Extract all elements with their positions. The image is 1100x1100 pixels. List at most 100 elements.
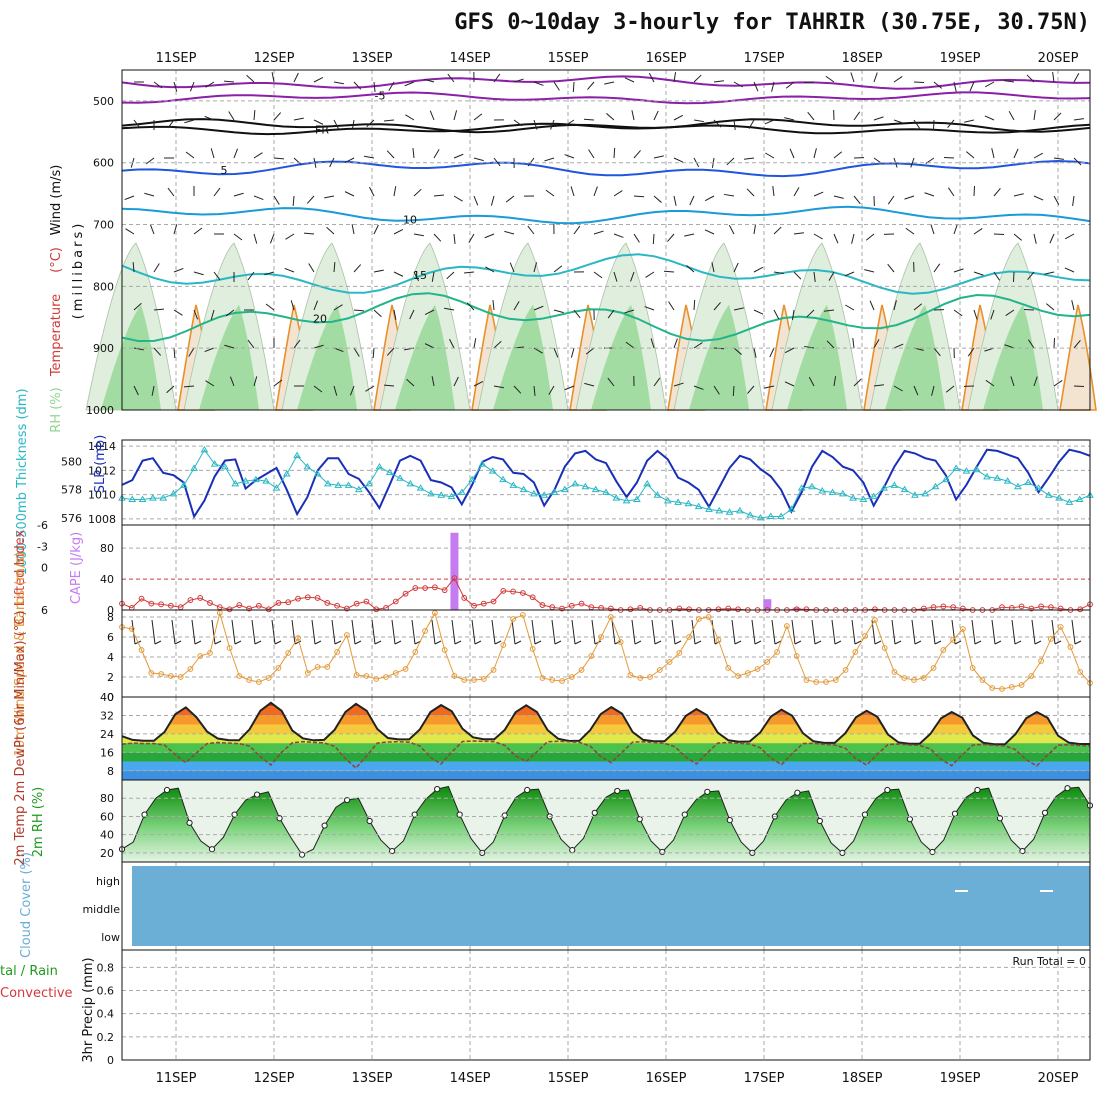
wind-barb [564,154,575,159]
wind-speed-point [774,649,781,655]
surface-wind-barb-flag [734,640,742,645]
lifted-index-point [392,598,399,605]
wind-barb [533,305,544,311]
thickness-point [251,475,260,483]
surface-wind-barb [831,619,836,645]
temp-band [122,724,1090,734]
wind-barb [189,81,195,92]
crosssection-ylabel-mb: (millibars) [71,221,86,320]
surface-wind-barb [511,619,516,645]
surface-wind-barb-flag [1054,640,1062,645]
wind-speed-point [930,665,937,671]
wind-barb [824,309,835,312]
rh-point [816,817,823,825]
cloud-level-middle: middle [82,903,120,916]
temperature-line [121,701,1090,746]
surface-wind-barb-flag [974,640,982,645]
lifted-index-point [539,602,546,608]
lifted-index-point [490,598,497,605]
isotherm [121,253,1091,295]
wind-barb [424,78,435,83]
wind-barb [905,227,915,235]
wind-barb [213,271,221,281]
wind-speed-point [979,677,986,683]
wind-barb [210,148,215,159]
wind-barb [447,73,455,83]
wind-barb [493,73,501,83]
rh-point [389,847,396,855]
thickness-point [447,492,456,500]
wind-barb [845,304,855,311]
rh-point [456,811,463,818]
thickness-point [705,505,713,512]
thickness-point [643,479,652,487]
isotherm-label--5: -5 [375,90,386,103]
wind-speed-point [343,632,350,638]
rh-point [321,822,328,829]
date-label-bottom-13sep: 13SEP [352,1071,393,1086]
wind-speed-point [969,665,976,671]
wind-barb [265,303,275,311]
wind-barb [466,302,475,311]
wind-barb [533,119,538,130]
wind-barb [484,233,495,239]
thickness-point [746,511,755,518]
wind-barb [583,118,595,121]
wind-speed-point [265,675,272,681]
rh-axis-label: 2m RH (%) [31,787,46,858]
surface-wind-barb-flag [214,640,222,645]
thickness-point [735,506,744,514]
isotherm-label-10: 10 [403,213,417,226]
lifted-index-point [793,606,800,613]
wind-barb [313,344,324,349]
slp-axis-label: SLP (mb) [93,435,108,494]
wind-barb [833,233,839,244]
thickness-point [241,477,250,484]
wind-barb [933,81,942,89]
wind-barb [587,81,595,90]
lifted-index-point [275,600,282,606]
wind-barb [453,376,459,387]
wind-barb [303,232,315,235]
lifted-index-point [510,588,517,595]
wind-barb [1004,80,1015,83]
wind-barb [153,308,165,311]
wind-barb [492,300,495,311]
wind-barb [553,309,564,314]
thickness-point [1065,498,1074,505]
wind-barb [644,306,655,311]
wind-barb [544,157,555,162]
surface-wind-barb [471,619,476,645]
surface-wind-barb-flag [174,640,182,645]
surface-wind-barb-flag [554,640,562,645]
wind-barb [269,233,275,244]
wind-barb [513,301,520,311]
wind-barb [545,189,555,197]
surface-wind-barb [291,619,296,645]
wind-barb [413,188,422,197]
lifted-index-point [461,595,468,601]
rh-point [298,851,306,858]
thickness-point [808,482,816,490]
wind-barb [913,119,921,129]
wind-speed-point [617,639,624,645]
wind-speed-point [852,649,859,655]
wind-barb [324,195,335,199]
wind-speed-point [207,650,213,656]
wind-barb [351,224,355,235]
wind-barb [650,338,655,349]
wind-barb [493,340,502,349]
wind-barb [1064,267,1075,273]
wind-barb [633,195,645,198]
thickness-point [931,482,940,490]
thickness-point [437,491,446,498]
thickness-point [488,467,497,474]
wind-barb [1073,157,1082,166]
date-label-bottom-17sep: 17SEP [744,1071,785,1086]
precip-ylabel: 3hr Precip (mm) [81,957,96,1062]
wind-barb [953,268,964,273]
wind-barb [233,192,244,197]
temp-band [122,752,1090,762]
wind-barb [833,151,843,159]
wind-barb [412,148,415,159]
